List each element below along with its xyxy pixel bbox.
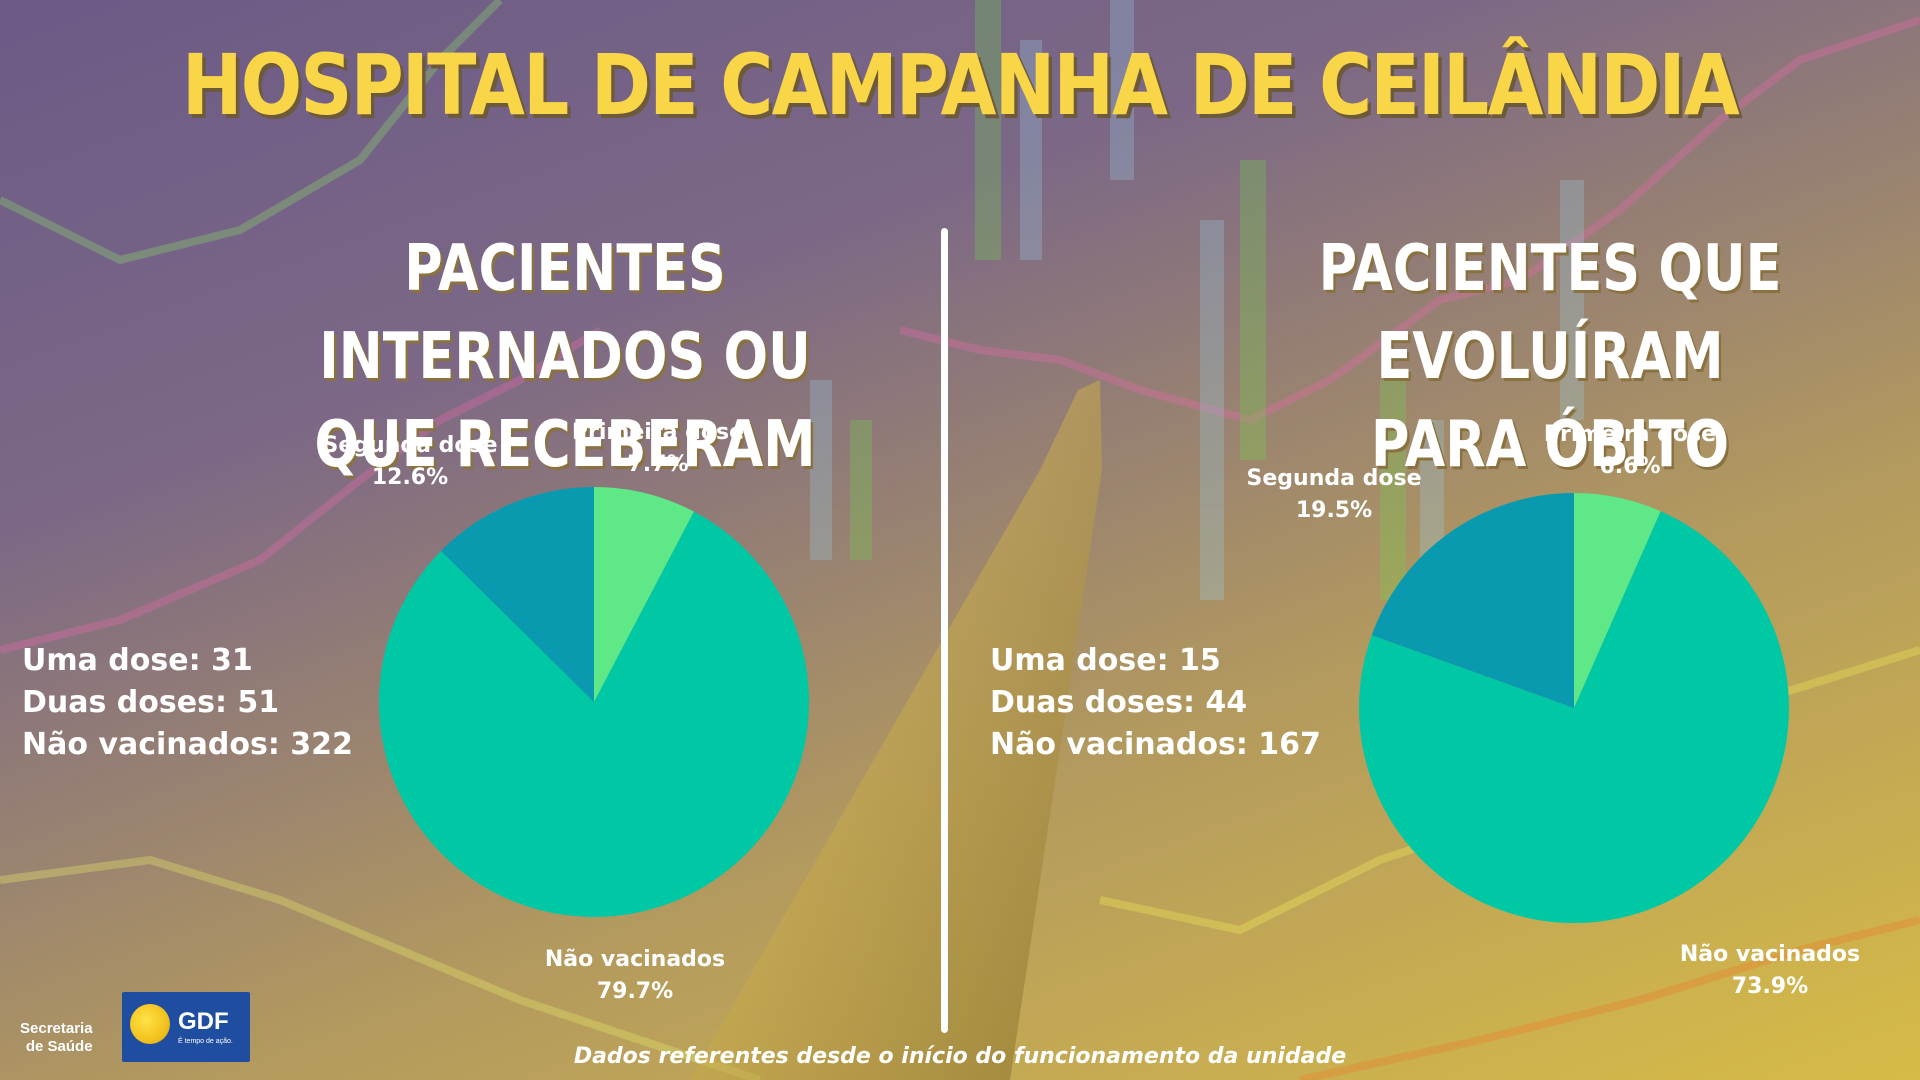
right-count-duas-doses: Duas doses: 44: [990, 685, 1248, 720]
right-count-uma-dose: Uma dose: 15: [990, 643, 1221, 678]
left-count-uma-dose: Uma dose: 31: [22, 643, 253, 678]
left-pie-label-nao-vacinados: Não vacinados: [545, 947, 725, 972]
left-pie-value-segunda-dose: 12.6%: [372, 465, 448, 490]
right-chart-subtitle-line-2: PARA ÓBITO: [1370, 408, 1730, 482]
right-count-nao-vacinados: Não vacinados: 167: [990, 727, 1321, 762]
right-pie-label-nao-vacinados: Não vacinados: [1680, 942, 1860, 967]
center-divider: [941, 228, 948, 1033]
left-pie-value-primeira-dose: 7.7%: [627, 452, 688, 477]
left-chart-subtitle-line-1: PACIENTES INTERNADOS OU: [319, 232, 811, 394]
left-count-nao-vacinados: Não vacinados: 322: [22, 727, 353, 762]
page-title: HOSPITAL DE CAMPANHA DE CEILÂNDIA: [181, 36, 1740, 134]
right-pie-value-segunda-dose: 19.5%: [1296, 498, 1372, 523]
right-pie-label-segunda-dose: Segunda dose: [1247, 466, 1422, 491]
right-pie-slice-segunda-dose: [1371, 493, 1574, 708]
right-pie-value-nao-vacinados: 73.9%: [1732, 974, 1808, 999]
left-pie-slice-primeira-dose: [594, 487, 695, 702]
flower-icon: [130, 1004, 170, 1044]
left-pie-label-primeira-dose: Primeira dose: [572, 420, 744, 445]
footer-note: Dados referentes desde o início do funci…: [573, 1044, 1347, 1069]
secretaria-logo-text: Secretaria de Saúde: [20, 1020, 93, 1056]
secretaria-line-2: de Saúde: [25, 1038, 93, 1055]
secretaria-line-1: Secretaria: [20, 1020, 93, 1037]
gdf-tagline: É tempo de ação.: [178, 1038, 233, 1045]
left-dose-counts: Uma dose: 31 Duas doses: 51 Não vacinado…: [22, 640, 353, 766]
right-pie-label-primeira-dose: Primeira dose: [1544, 422, 1716, 447]
right-pie-slice-primeira-dose: [1574, 493, 1661, 708]
right-pie-value-primeira-dose: 6.6%: [1599, 454, 1660, 479]
left-pie-value-nao-vacinados: 79.7%: [597, 979, 673, 1004]
left-count-duas-doses: Duas doses: 51: [22, 685, 280, 720]
left-pie-slice-segunda-dose: [441, 487, 594, 702]
right-dose-counts: Uma dose: 15 Duas doses: 44 Não vacinado…: [990, 640, 1321, 766]
right-pie-slice-nao-vacinados: [1358, 511, 1789, 924]
left-pie-slice-nao-vacinados: [378, 511, 809, 918]
right-chart-subtitle-line-1: PACIENTES QUE EVOLUÍRAM: [1318, 232, 1782, 394]
gdf-logo: GDF É tempo de ação.: [122, 992, 250, 1062]
right-chart-subtitle: PACIENTES QUE EVOLUÍRAM PARA ÓBITO: [1238, 225, 1861, 489]
gdf-brand: GDF: [178, 1008, 229, 1035]
left-pie-label-segunda-dose: Segunda dose: [323, 433, 498, 458]
